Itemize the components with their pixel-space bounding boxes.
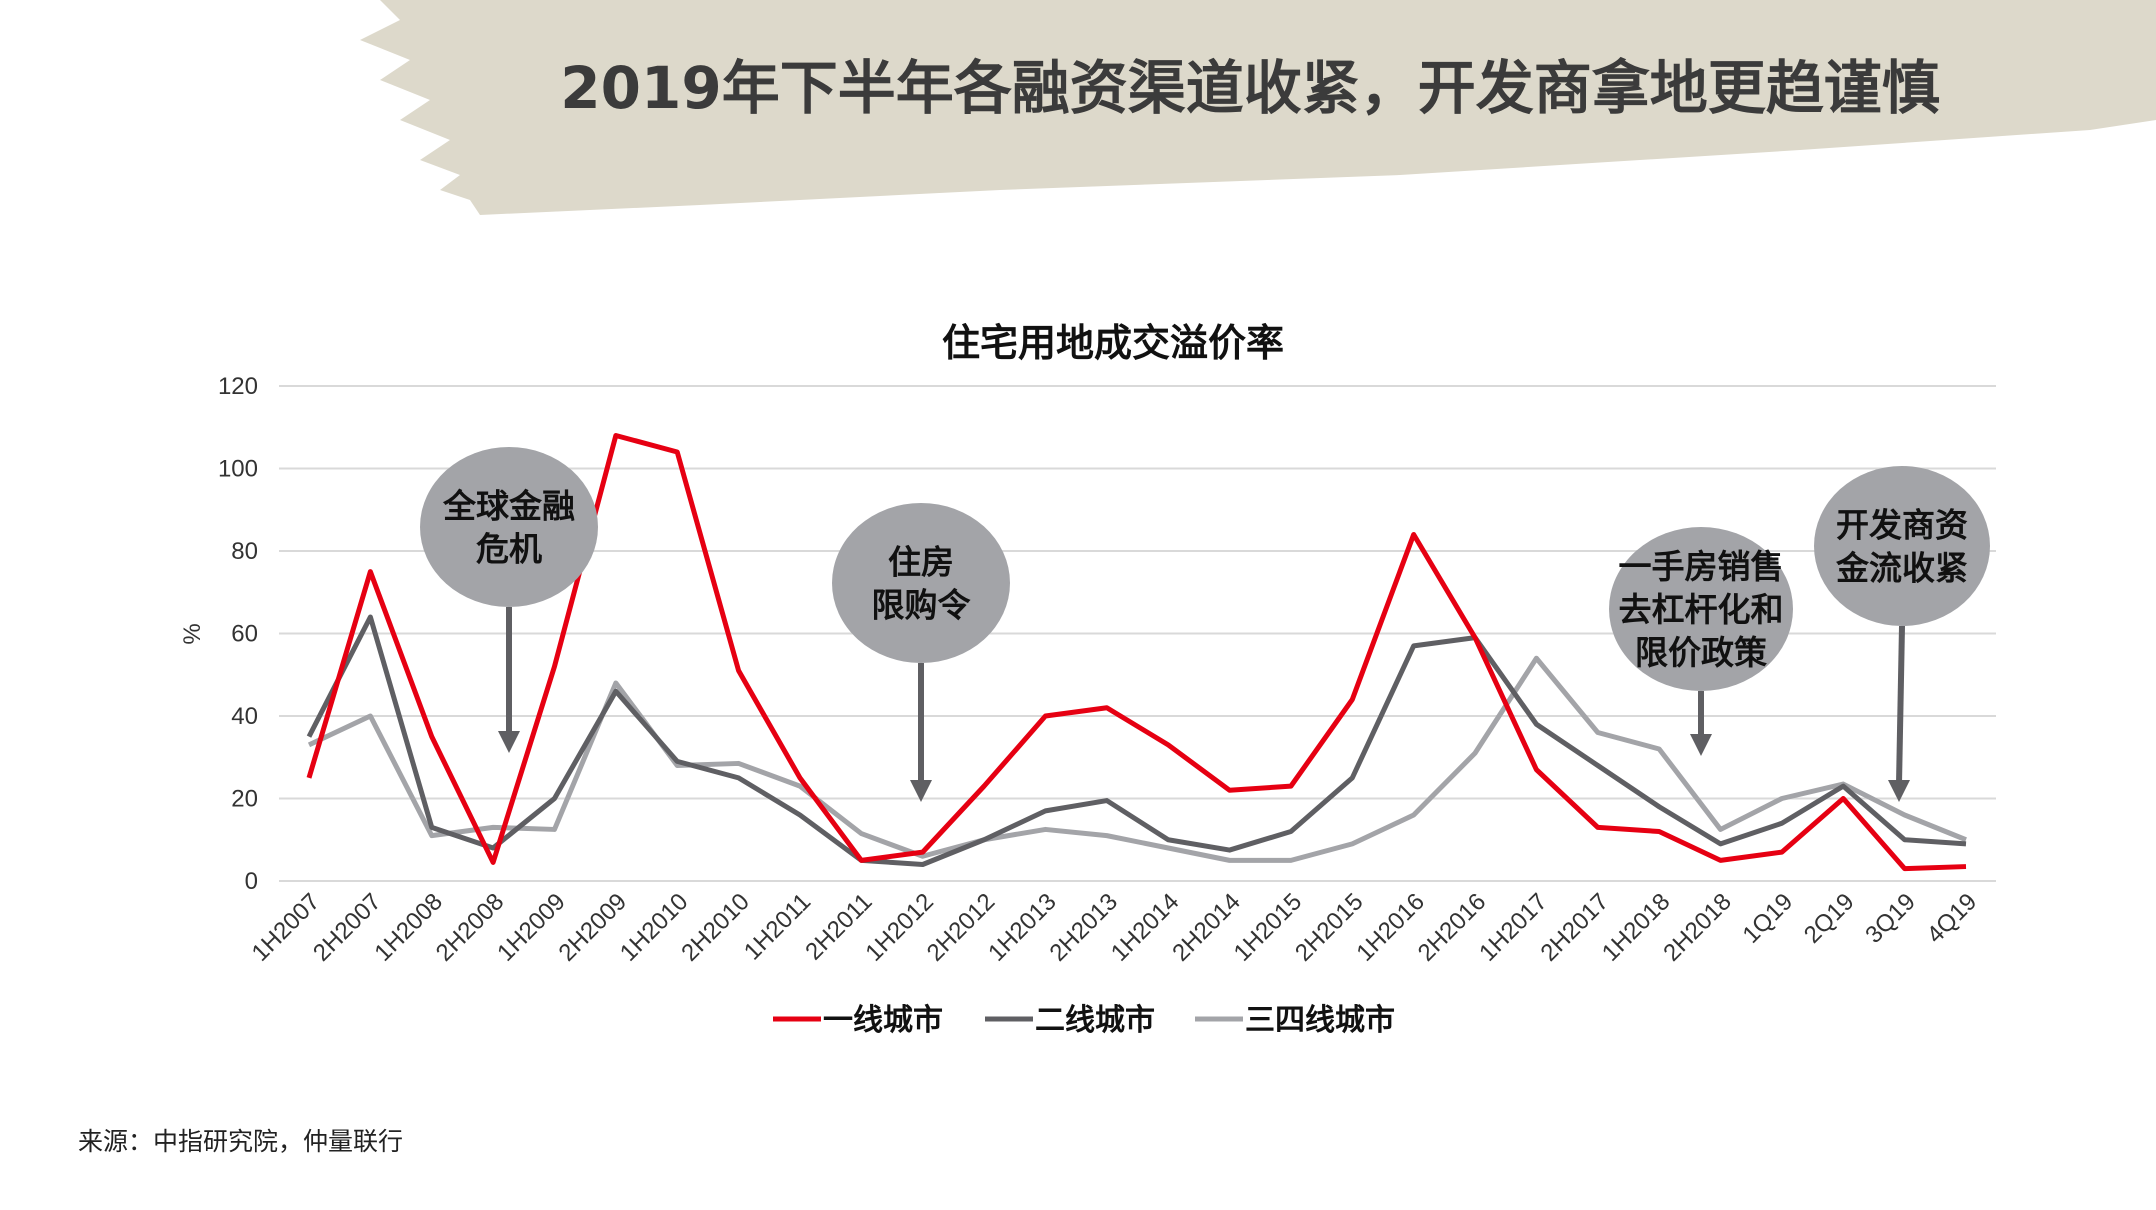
annotation-text: 全球金融 bbox=[442, 487, 575, 526]
legend-label: 一线城市 bbox=[823, 1003, 943, 1038]
x-tick-label: 1Q19 bbox=[1738, 888, 1799, 949]
x-tick-label: 1H2014 bbox=[1106, 888, 1185, 967]
arrow-head-icon bbox=[498, 731, 520, 753]
x-tick-label: 1H2015 bbox=[1229, 888, 1308, 967]
bubble bbox=[832, 503, 1010, 663]
x-tick-label: 1H2017 bbox=[1474, 888, 1553, 967]
source-note: 来源：中指研究院，仲量联行 bbox=[78, 1127, 403, 1156]
x-tick-label: 2H2018 bbox=[1658, 888, 1737, 967]
y-axis-label: % bbox=[179, 623, 206, 644]
x-tick-label: 4Q19 bbox=[1922, 888, 1983, 949]
x-tick-label: 2Q19 bbox=[1799, 888, 1860, 949]
x-tick-label: 2H2007 bbox=[308, 888, 387, 967]
x-tick-label: 1H2018 bbox=[1597, 888, 1676, 967]
x-tick-label: 2H2008 bbox=[431, 888, 510, 967]
x-tick-label: 2H2014 bbox=[1167, 888, 1246, 967]
arrow-line bbox=[1896, 625, 1905, 785]
annotation-text: 住房 bbox=[888, 543, 954, 582]
arrow-head-icon bbox=[1888, 780, 1910, 802]
annotation-text: 一手房销售 bbox=[1619, 547, 1784, 586]
page-title: 2019年下半年各融资渠道收紧，开发商拿地更趋谨慎 bbox=[560, 54, 1939, 122]
x-tick-label: 2H2017 bbox=[1535, 888, 1614, 967]
y-tick-label: 100 bbox=[218, 456, 258, 483]
x-tick-label: 1H2016 bbox=[1351, 888, 1430, 967]
annotation-text: 去杠杆化和 bbox=[1619, 590, 1784, 629]
x-tick-label: 1H2010 bbox=[615, 888, 694, 967]
legend-label: 三四线城市 bbox=[1245, 1003, 1395, 1038]
y-tick-label: 80 bbox=[231, 538, 258, 565]
legend-label: 二线城市 bbox=[1035, 1003, 1155, 1038]
y-tick-label: 120 bbox=[218, 373, 258, 400]
annotation-text: 开发商资 bbox=[1836, 506, 1968, 545]
chart-title: 住宅用地成交溢价率 bbox=[942, 321, 1284, 365]
x-tick-label: 1H2008 bbox=[369, 888, 448, 967]
series-line-3 bbox=[307, 655, 1967, 863]
y-tick-label: 20 bbox=[231, 786, 258, 813]
annotation-text: 限购令 bbox=[872, 586, 972, 625]
arrow-head-icon bbox=[910, 780, 932, 802]
bubble bbox=[420, 447, 598, 607]
annotation-text: 限价政策 bbox=[1635, 633, 1767, 672]
x-tick-label: 1H2011 bbox=[739, 888, 816, 965]
series-line-2 bbox=[306, 614, 1967, 867]
bubble bbox=[1609, 527, 1793, 691]
x-tick-label: 1H2007 bbox=[247, 888, 326, 967]
x-tick-label: 2H2009 bbox=[554, 888, 633, 967]
x-tick-label: 2H2012 bbox=[922, 888, 1001, 967]
annotation-text: 危机 bbox=[476, 530, 542, 569]
y-tick-label: 60 bbox=[231, 621, 258, 648]
header-banner bbox=[360, 0, 2156, 215]
x-tick-label: 1H2009 bbox=[492, 888, 571, 967]
bubble bbox=[1814, 466, 1990, 626]
arrow-head-icon bbox=[1690, 734, 1712, 756]
x-tick-label: 2H2013 bbox=[1045, 888, 1124, 967]
y-tick-label: 40 bbox=[231, 703, 258, 730]
x-tick-label: 3Q19 bbox=[1860, 888, 1921, 949]
x-tick-label: 2H2016 bbox=[1413, 888, 1492, 967]
x-tick-label: 2H2015 bbox=[1290, 888, 1369, 967]
y-tick-label: 0 bbox=[245, 868, 258, 895]
x-tick-label: 1H2013 bbox=[983, 888, 1062, 967]
x-tick-label: 1H2012 bbox=[860, 888, 939, 967]
x-tick-label: 2H2010 bbox=[676, 888, 755, 967]
annotation-text: 金流收紧 bbox=[1835, 549, 1968, 588]
